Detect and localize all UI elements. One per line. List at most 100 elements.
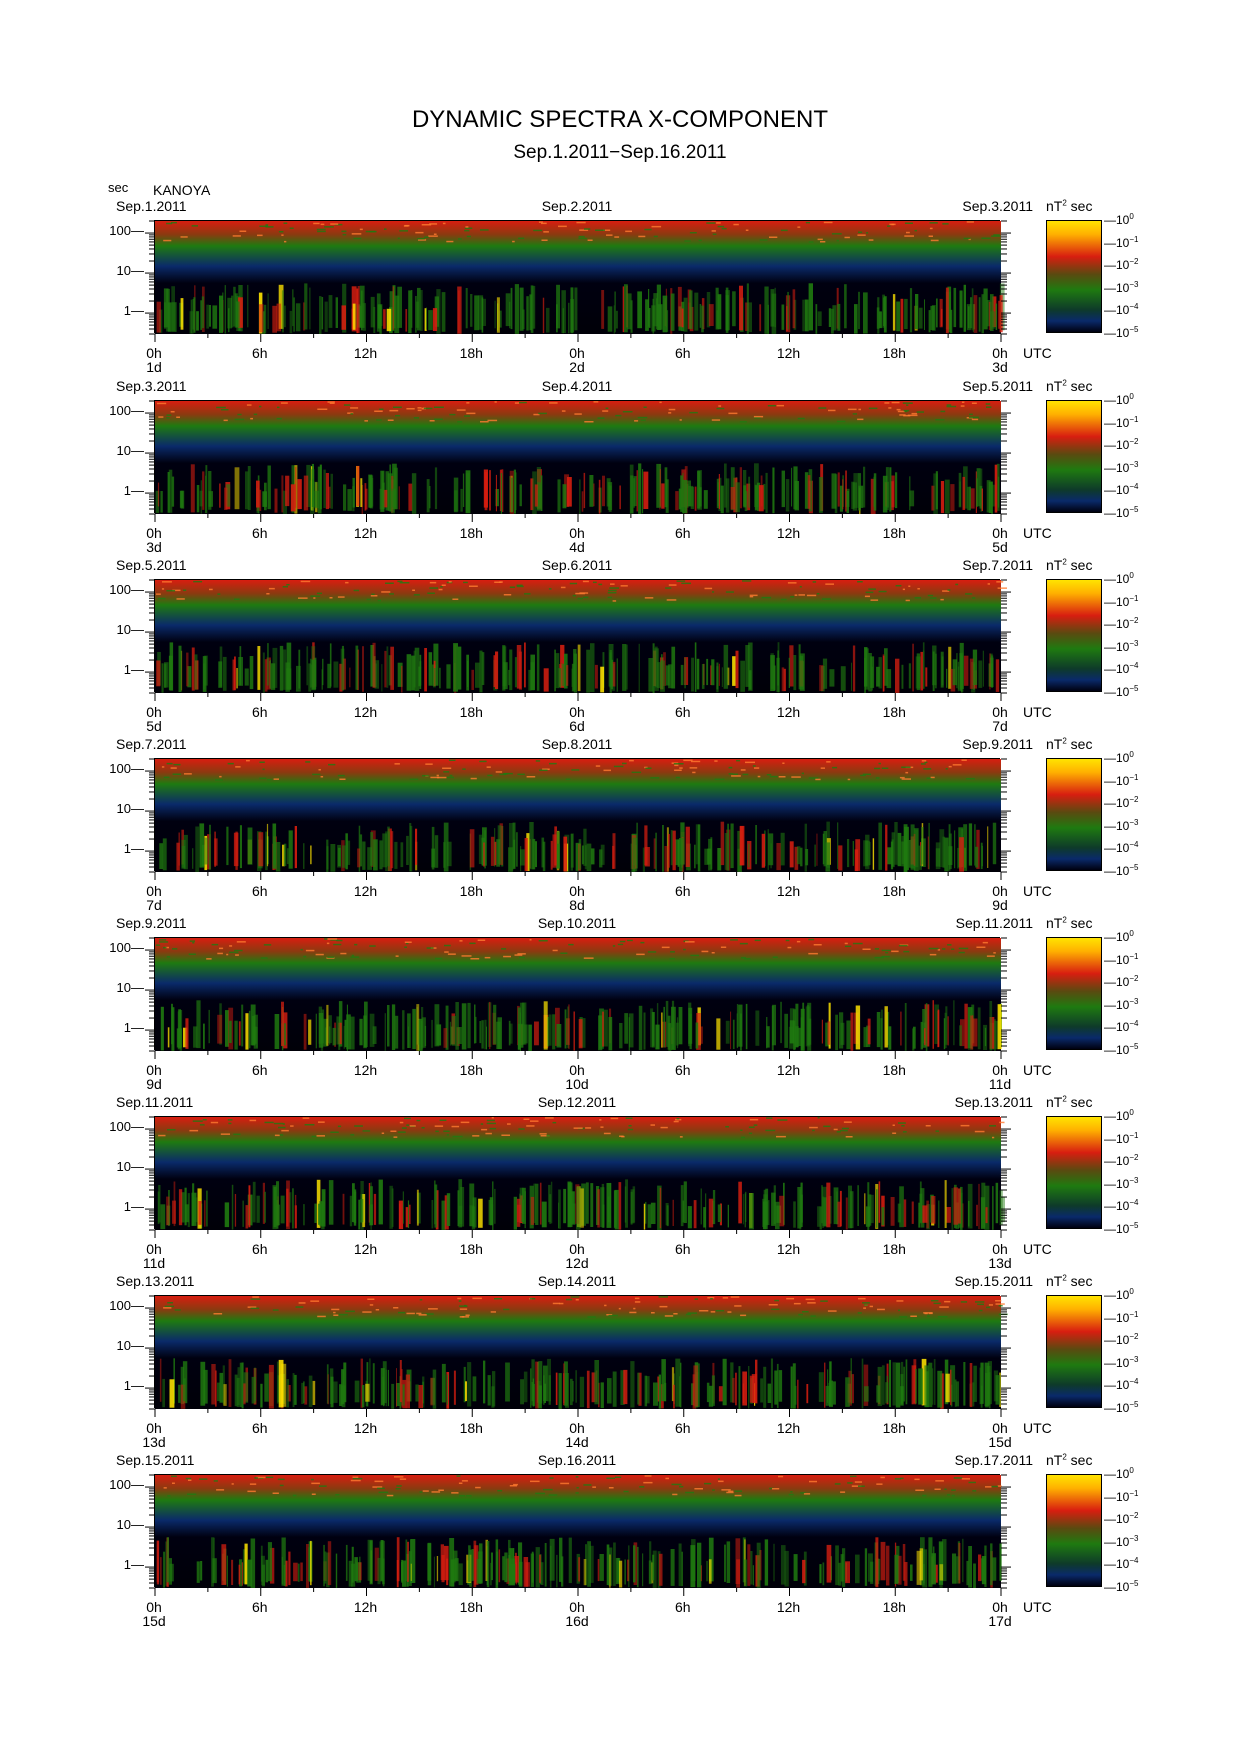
speckle bbox=[283, 222, 288, 224]
speckle bbox=[494, 401, 497, 403]
activity-streak bbox=[537, 482, 542, 510]
activity-streak bbox=[397, 286, 402, 328]
activity-streak bbox=[247, 284, 249, 328]
activity-streak bbox=[889, 1359, 891, 1408]
speckle bbox=[345, 1310, 355, 1313]
activity-streak bbox=[347, 489, 352, 511]
activity-streak bbox=[890, 481, 894, 511]
speckle bbox=[730, 939, 738, 941]
speckle bbox=[159, 941, 169, 943]
colorbar-exp: −4 bbox=[1129, 661, 1139, 671]
activity-streak bbox=[648, 289, 650, 327]
speckle bbox=[996, 581, 1004, 583]
activity-streak bbox=[550, 1181, 553, 1224]
activity-streak bbox=[499, 310, 502, 328]
speckle bbox=[739, 421, 747, 423]
activity-streak bbox=[648, 1560, 652, 1585]
activity-streak bbox=[973, 1563, 976, 1588]
activity-streak bbox=[608, 1547, 613, 1586]
speckle bbox=[929, 222, 938, 224]
speckle bbox=[227, 1119, 233, 1121]
activity-streak bbox=[372, 642, 376, 688]
activity-streak bbox=[290, 484, 296, 512]
panel-1-date-right: Sep.3.2011 bbox=[962, 198, 1033, 214]
speckle bbox=[969, 413, 973, 416]
activity-streak bbox=[341, 305, 346, 330]
speckle bbox=[971, 597, 976, 599]
activity-streak bbox=[730, 823, 734, 869]
speckle bbox=[699, 1310, 709, 1312]
activity-streak bbox=[789, 645, 794, 687]
activity-streak bbox=[497, 825, 502, 865]
speckle bbox=[749, 1118, 759, 1121]
speckle bbox=[995, 1300, 1002, 1302]
activity-streak bbox=[603, 1009, 608, 1047]
speckle bbox=[405, 942, 409, 945]
activity-streak bbox=[369, 1358, 371, 1402]
activity-streak bbox=[745, 1003, 748, 1050]
activity-streak bbox=[931, 1553, 936, 1585]
activity-streak bbox=[285, 475, 290, 507]
panel-3-date-right: Sep.7.2011 bbox=[962, 557, 1033, 573]
speckle bbox=[448, 581, 452, 583]
activity-streak bbox=[209, 305, 211, 327]
activity-streak bbox=[328, 1180, 334, 1225]
colorbar-base: —10 bbox=[1104, 685, 1130, 699]
activity-streak bbox=[934, 1004, 939, 1044]
speckle bbox=[891, 401, 900, 404]
speckle bbox=[540, 1135, 550, 1137]
activity-streak bbox=[203, 1023, 205, 1049]
speckle bbox=[978, 1309, 983, 1312]
panel-5-x-unit: UTC bbox=[1023, 1062, 1052, 1078]
activity-streak bbox=[780, 832, 785, 866]
speckle bbox=[524, 593, 531, 595]
speckle bbox=[639, 1486, 645, 1488]
activity-streak bbox=[269, 659, 271, 689]
activity-streak bbox=[682, 1200, 685, 1223]
activity-streak bbox=[360, 478, 363, 507]
activity-streak bbox=[887, 847, 892, 865]
speckle bbox=[220, 409, 229, 411]
speckle bbox=[676, 580, 686, 582]
speckle bbox=[234, 418, 245, 421]
panel-2-colorbar-label-1: —10−1 bbox=[1104, 415, 1138, 430]
speckle bbox=[501, 948, 507, 950]
activity-streak bbox=[683, 1181, 687, 1223]
activity-streak bbox=[228, 1359, 232, 1407]
activity-streak bbox=[643, 1203, 646, 1230]
activity-streak bbox=[383, 309, 386, 329]
panel-3-day-left: 5d bbox=[146, 718, 162, 734]
panel-3-colorbar-label-4: —10−4 bbox=[1104, 661, 1138, 676]
speckle bbox=[378, 1491, 389, 1494]
panel-1-x-label-0: 0h bbox=[146, 345, 162, 361]
activity-streak bbox=[405, 309, 408, 332]
activity-streak bbox=[301, 1382, 304, 1404]
activity-streak bbox=[314, 1203, 317, 1223]
activity-streak bbox=[318, 1006, 323, 1044]
activity-streak bbox=[465, 1381, 467, 1402]
activity-streak bbox=[270, 1547, 275, 1584]
speckle bbox=[908, 585, 911, 587]
speckle bbox=[845, 1136, 853, 1138]
activity-streak bbox=[613, 305, 615, 334]
panel-2-x-label-7: 18h bbox=[882, 525, 906, 541]
speckle bbox=[433, 233, 437, 235]
panel-4-y-label-1: 1— bbox=[123, 841, 144, 857]
speckle bbox=[619, 940, 626, 943]
panel-4-y-label-10: 10— bbox=[116, 801, 144, 817]
activity-streak bbox=[192, 299, 194, 330]
activity-streak bbox=[938, 1200, 940, 1228]
activity-streak bbox=[613, 1542, 616, 1586]
speckle bbox=[257, 234, 263, 237]
activity-streak bbox=[774, 1370, 778, 1405]
activity-streak bbox=[264, 482, 267, 511]
activity-streak bbox=[877, 1558, 881, 1581]
speckle bbox=[529, 939, 532, 941]
activity-streak bbox=[652, 1012, 655, 1046]
panel-6-date-mid: Sep.12.2011 bbox=[537, 1094, 617, 1110]
speckle bbox=[417, 407, 422, 409]
activity-streak bbox=[901, 664, 904, 689]
activity-streak bbox=[156, 301, 161, 333]
panel-1-y-ticks bbox=[145, 220, 1011, 342]
speckle bbox=[665, 587, 672, 589]
